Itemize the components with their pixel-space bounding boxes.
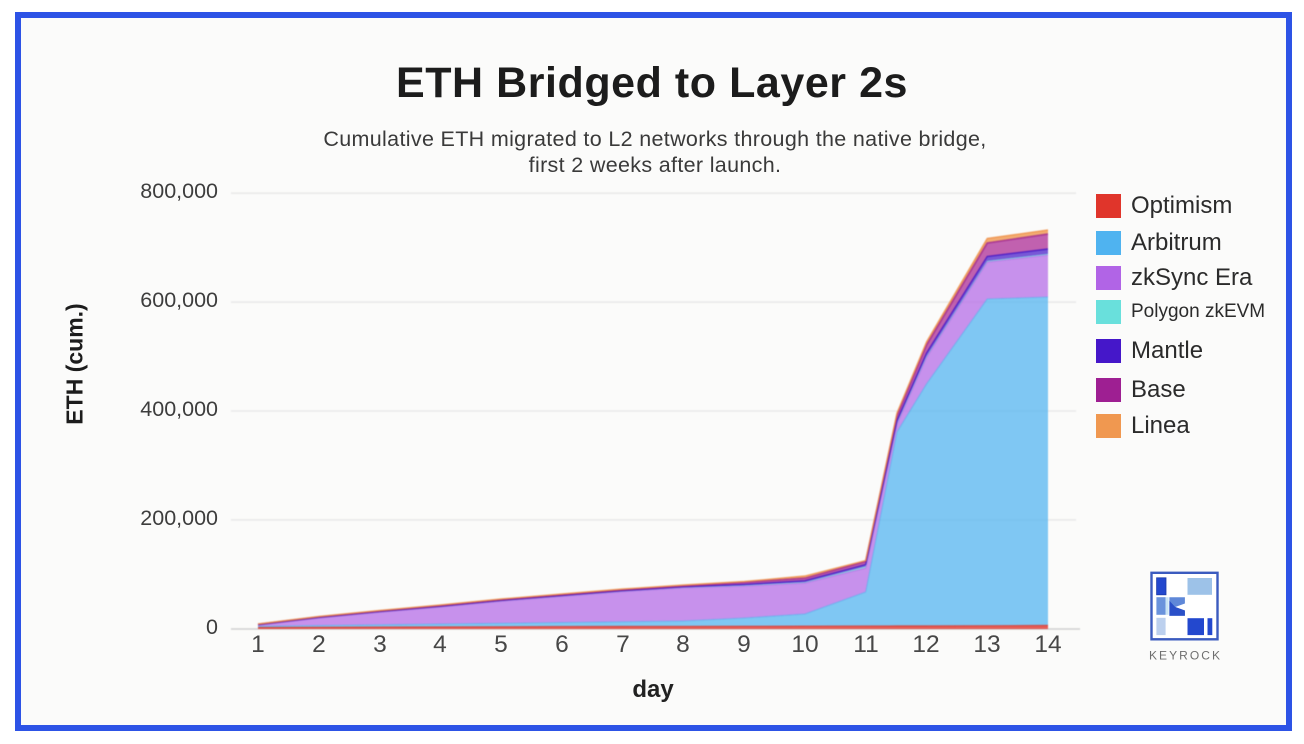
svg-text:KEYROCK: KEYROCK [1149,649,1222,663]
